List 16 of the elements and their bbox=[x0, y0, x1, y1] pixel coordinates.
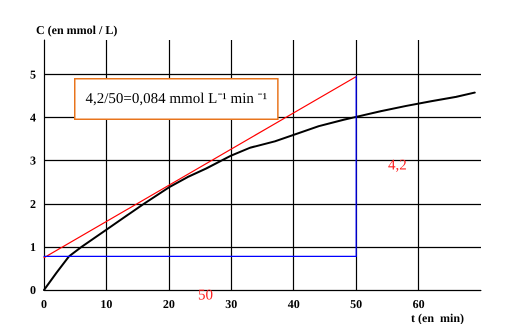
y-tick-label: 5 bbox=[30, 67, 36, 82]
annotation: 4,2/50=0,084 mmol L⁻¹ min ⁻¹ bbox=[86, 91, 268, 107]
annotation: 4,2 bbox=[388, 158, 407, 174]
x-tick-label: 30 bbox=[225, 297, 238, 311]
x-tick-label: 60 bbox=[412, 297, 425, 311]
y-tick-label: 4 bbox=[30, 110, 36, 125]
x-tick-label: 50 bbox=[350, 297, 362, 311]
y-tick-label: 2 bbox=[30, 196, 36, 211]
x-tick-label: 10 bbox=[100, 297, 112, 311]
y-tick-label: 3 bbox=[30, 154, 36, 168]
x-tick-label: 20 bbox=[162, 297, 175, 311]
y-axis-title: C (en mmol / L) bbox=[36, 23, 118, 37]
y-tick-label: 1 bbox=[30, 240, 36, 254]
x-tick-label: 40 bbox=[288, 297, 300, 311]
x-tick-label: 0 bbox=[41, 297, 47, 311]
y-tick-label: 0 bbox=[30, 283, 36, 297]
